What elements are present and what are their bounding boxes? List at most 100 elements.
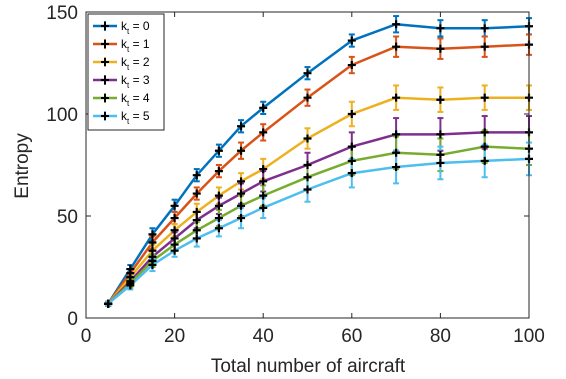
x-tick-label: 80 xyxy=(430,326,451,347)
series-2 xyxy=(105,84,532,307)
data-point xyxy=(480,142,489,151)
legend-box xyxy=(87,13,165,131)
data-point xyxy=(192,234,201,243)
data-point xyxy=(214,214,223,223)
data-point xyxy=(259,165,268,174)
data-point xyxy=(347,36,356,45)
y-tick-label: 100 xyxy=(46,105,78,126)
legend-label: kt = 1 xyxy=(121,37,150,54)
series-layer xyxy=(104,15,533,308)
data-point xyxy=(237,146,246,155)
legend-label-base: k xyxy=(121,55,128,69)
data-point xyxy=(214,167,223,176)
series-line xyxy=(107,157,530,305)
data-point xyxy=(392,163,401,172)
legend-item: kt = 1 xyxy=(93,37,150,54)
legend-item: kt = 4 xyxy=(93,91,150,108)
legend-marker xyxy=(101,58,109,66)
series-line xyxy=(107,96,529,305)
data-point xyxy=(259,103,268,112)
legend-label-base: k xyxy=(121,73,128,87)
legend-label: kt = 3 xyxy=(121,73,150,90)
data-point xyxy=(126,281,135,290)
data-point xyxy=(303,161,312,169)
data-point xyxy=(480,156,489,165)
legend-label-base: k xyxy=(121,109,128,123)
x-tick-label: 40 xyxy=(253,326,274,347)
data-point xyxy=(347,110,356,118)
y-tick-label: 150 xyxy=(46,3,78,24)
data-point xyxy=(392,148,401,157)
axes: 0 20 40 60 80 100 0 50 100 150 xyxy=(46,3,545,347)
x-tick-label: 100 xyxy=(513,326,545,347)
legend-item: kt = 0 xyxy=(93,19,150,36)
legend-marker xyxy=(101,112,109,120)
data-point xyxy=(436,130,445,139)
legend-label-rest: = 1 xyxy=(129,37,150,51)
legend-label-rest: = 3 xyxy=(129,73,150,87)
data-point xyxy=(259,191,268,200)
legend-label: kt = 0 xyxy=(121,19,150,36)
data-point xyxy=(347,142,356,151)
legend-item: kt = 5 xyxy=(93,109,150,126)
series-4 xyxy=(105,129,532,307)
data-point xyxy=(104,299,113,308)
data-point xyxy=(192,171,201,180)
axes-box xyxy=(85,11,530,319)
data-point xyxy=(237,201,246,210)
data-point xyxy=(237,177,246,186)
data-point xyxy=(214,201,223,210)
data-point xyxy=(170,201,179,210)
data-point xyxy=(148,238,157,247)
data-point xyxy=(392,93,401,102)
legend-marker xyxy=(101,40,109,48)
legend-marker xyxy=(101,76,109,84)
data-point xyxy=(214,224,223,233)
data-point xyxy=(347,156,356,165)
data-point xyxy=(170,214,179,223)
series-markers-2 xyxy=(104,93,533,308)
data-point xyxy=(392,20,401,29)
legend-label-rest: = 2 xyxy=(129,55,150,69)
y-axis-label: Entropy xyxy=(12,133,33,199)
legend-label-subscript: t xyxy=(127,81,130,90)
data-point xyxy=(436,44,445,53)
data-point xyxy=(259,128,268,137)
data-point xyxy=(303,69,312,78)
data-point xyxy=(192,226,201,235)
legend-label-rest: = 5 xyxy=(129,109,150,123)
data-point xyxy=(480,93,489,102)
series-markers-3 xyxy=(104,128,533,308)
data-point xyxy=(480,24,489,33)
data-point xyxy=(436,158,445,167)
legend-label-subscript: t xyxy=(127,45,130,54)
legend: kt = 0kt = 1kt = 2kt = 3kt = 4kt = 5 xyxy=(87,13,165,131)
legend-label-subscript: t xyxy=(127,99,130,108)
data-point xyxy=(303,93,312,102)
legend-item: kt = 3 xyxy=(93,73,150,90)
x-tick-label: 0 xyxy=(81,326,92,347)
legend-label-base: k xyxy=(121,91,128,105)
data-point xyxy=(480,128,489,137)
data-point xyxy=(148,260,157,269)
legend-label: kt = 4 xyxy=(121,91,150,108)
data-point xyxy=(480,42,489,51)
y-tick-label: 0 xyxy=(67,309,78,330)
legend-label-base: k xyxy=(121,19,128,33)
data-point xyxy=(170,246,179,255)
series-markers-5 xyxy=(104,154,533,308)
data-point xyxy=(170,226,179,235)
series-line xyxy=(107,131,529,305)
legend-label-rest: = 4 xyxy=(129,91,150,105)
data-point xyxy=(347,169,356,178)
legend-label: kt = 5 xyxy=(121,109,150,126)
data-point xyxy=(436,150,445,159)
data-point xyxy=(436,24,445,33)
data-point xyxy=(259,177,268,186)
x-axis-label: Total number of aircraft xyxy=(211,356,406,377)
data-point xyxy=(237,214,246,223)
y-tick-label: 50 xyxy=(57,207,78,228)
series-1 xyxy=(105,33,532,307)
data-point xyxy=(303,134,312,143)
